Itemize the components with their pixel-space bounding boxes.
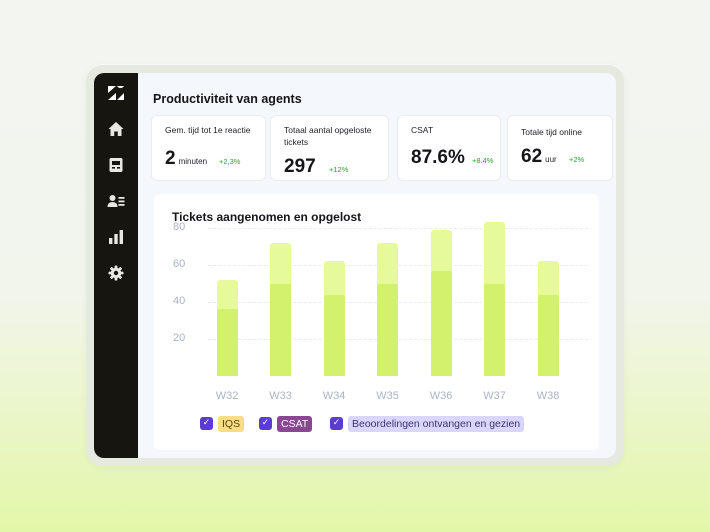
metric-delta: +2% (569, 155, 585, 164)
gridline (208, 228, 588, 229)
metric-delta: +12% (329, 165, 349, 174)
legend-item-reviews[interactable]: ✓ Beoordelingen ontvangen en gezien (330, 416, 540, 432)
bar-resolved[interactable] (216, 309, 238, 376)
chart-title: Tickets aangenomen en opgelost (172, 210, 362, 224)
gridline (208, 339, 588, 340)
page-title: Productiviteit van agents (153, 92, 302, 106)
bar-resolved[interactable] (377, 283, 398, 376)
metric-unit: minuten (178, 157, 208, 166)
metric-value: 87.6% (411, 147, 465, 168)
bar-resolved[interactable] (270, 283, 291, 376)
x-tick-label: W35 (376, 390, 399, 402)
legend-item-csat[interactable]: ✓ CSAT (259, 416, 319, 432)
checkbox-checked-icon[interactable]: ✓ (200, 417, 213, 430)
bar-chart-icon[interactable] (107, 228, 125, 246)
tickets-chart-card: Tickets aangenomen en opgelost ✓ IQS ✓ C… (154, 194, 599, 450)
metric-delta: +2,3% (219, 157, 241, 166)
main-content: Productiviteit van agents Gem. tijd tot … (138, 73, 616, 458)
home-icon[interactable] (107, 120, 125, 138)
contacts-icon[interactable] (107, 192, 125, 210)
metric-unit: uur (545, 155, 557, 164)
metric-label: Gem. tijd tot 1e reactie (165, 125, 251, 135)
metric-card-first-reply[interactable]: Gem. tijd tot 1e reactie 2 minuten +2,3% (152, 116, 265, 180)
metric-value: 297 (284, 156, 316, 177)
legend-chip: IQS (218, 416, 245, 432)
metric-value: 62 uur (521, 146, 557, 167)
legend-chip: CSAT (277, 416, 313, 432)
x-tick-label: W33 (269, 390, 292, 402)
metric-card-online-time[interactable]: Totale tijd online 62 uur +2% (508, 116, 612, 180)
sidebar (94, 73, 138, 458)
metric-value: 2 minuten (165, 148, 208, 169)
metric-delta: +8.4% (472, 156, 494, 165)
x-tick-label: W34 (322, 390, 346, 402)
x-tick-label: W38 (536, 390, 560, 402)
legend-chip: Beoordelingen ontvangen en gezien (348, 416, 525, 432)
x-tick-label: W32 (215, 390, 239, 402)
bar-resolved[interactable] (484, 283, 505, 376)
gridline (208, 302, 588, 303)
metric-label: Totale tijd online (521, 127, 582, 137)
gear-icon[interactable] (107, 264, 125, 282)
bar-resolved[interactable] (430, 270, 452, 376)
metric-label: CSAT (411, 125, 434, 135)
checkbox-checked-icon[interactable]: ✓ (330, 417, 343, 430)
metric-card-csat[interactable]: CSAT 87.6% +8.4% (398, 116, 500, 180)
bar-resolved[interactable] (323, 294, 345, 376)
y-tick-label: 60 (173, 258, 186, 270)
y-tick-label: 80 (173, 221, 186, 233)
bar-resolved[interactable] (537, 294, 559, 376)
gridline (208, 265, 588, 266)
checkbox-checked-icon[interactable]: ✓ (259, 417, 272, 430)
legend-item-iqs[interactable]: ✓ IQS (200, 416, 250, 432)
zendesk-logo-icon[interactable] (107, 84, 125, 102)
app-screen: Productiviteit van agents Gem. tijd tot … (94, 73, 616, 458)
metric-card-solved-tickets[interactable]: Totaal aantal opgeloste tickets 297 +12% (271, 116, 388, 180)
y-tick-label: 20 (173, 332, 186, 344)
x-tick-label: W37 (483, 390, 506, 402)
inbox-icon[interactable] (107, 156, 125, 174)
y-tick-label: 40 (173, 295, 186, 307)
metric-label: Totaal aantal opgeloste tickets (284, 125, 372, 147)
x-tick-label: W36 (429, 390, 453, 402)
